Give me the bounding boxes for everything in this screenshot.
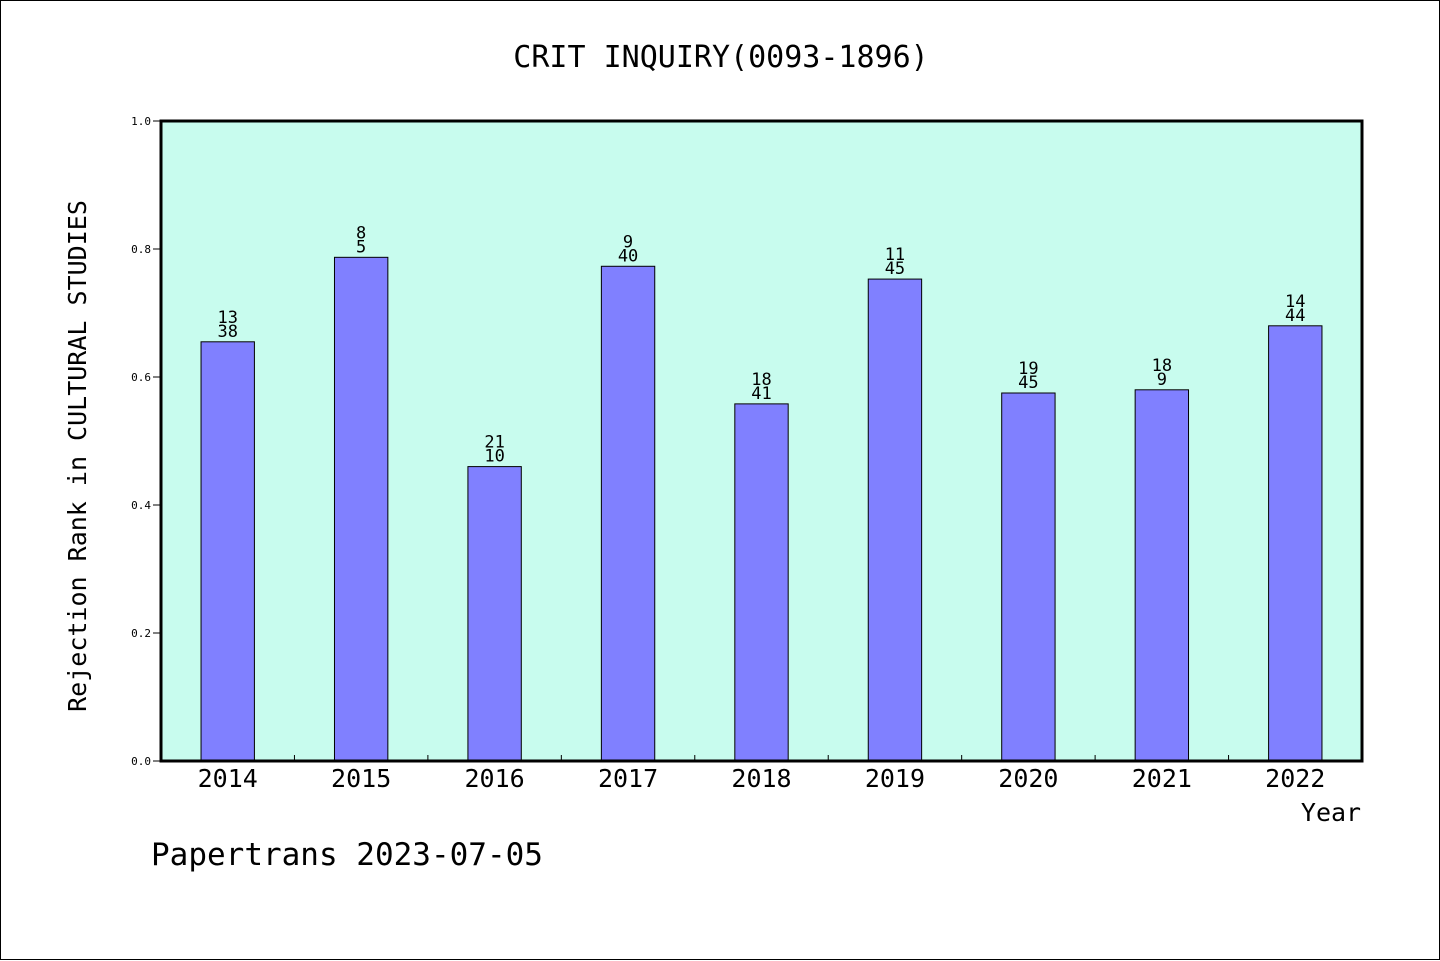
bar-2022 — [1268, 325, 1323, 762]
x-tick-label-2019: 2019 — [865, 764, 925, 793]
x-tick-label-2020: 2020 — [998, 764, 1058, 793]
bar-label-bottom-2016: 10 — [484, 447, 504, 467]
bar-2016 — [467, 466, 522, 762]
x-tick-label-2022: 2022 — [1265, 764, 1325, 793]
bar-label-bottom-2014: 38 — [217, 322, 237, 342]
x-tick-label-2021: 2021 — [1132, 764, 1192, 793]
plot-border — [159, 119, 1364, 763]
y-tick-label: 0.2 — [131, 627, 151, 640]
bar-2015 — [333, 256, 389, 762]
bar-label-bottom-2022: 44 — [1285, 306, 1305, 326]
bar-2020 — [1001, 392, 1056, 762]
bar-2019 — [867, 278, 923, 762]
bar-label-top-2020: 19 — [1018, 359, 1038, 379]
y-tick-label: 1.0 — [131, 115, 151, 128]
x-tick-label-2018: 2018 — [731, 764, 791, 793]
x-axis-label: Year — [1301, 798, 1361, 827]
x-axis-ticks: 2014 2015 2016 2017 2018 2019 2020 2021 2022 — [198, 755, 1325, 793]
bar-label-top-2014: 13 — [217, 308, 237, 328]
bar-label-bottom-2021: 9 — [1157, 370, 1167, 390]
y-tick-label: 0.0 — [131, 755, 151, 768]
bar-2021 — [1134, 389, 1190, 762]
bar-label-bottom-2020: 45 — [1018, 373, 1038, 393]
bar-label-bottom-2017: 40 — [618, 246, 638, 266]
bar-label-bottom-2019: 45 — [885, 259, 905, 279]
bar-label-top-2021: 18 — [1152, 356, 1172, 376]
y-tick-label: 0.8 — [131, 243, 151, 256]
bar-2018 — [734, 403, 789, 762]
bar-label-top-2018: 18 — [751, 370, 771, 390]
x-tick-label-2017: 2017 — [598, 764, 658, 793]
y-tick-label: 0.6 — [131, 371, 151, 384]
x-tick-label-2016: 2016 — [465, 764, 525, 793]
bar-label-top-2019: 11 — [885, 245, 905, 265]
bar-label-top-2022: 14 — [1285, 292, 1305, 312]
bar-label-bottom-2015: 5 — [356, 237, 366, 257]
bar-2017 — [600, 265, 656, 762]
chart-title: CRIT INQUIRY(0093-1896) — [513, 40, 928, 75]
y-axis-ticks: 0.0 0.2 0.4 0.6 0.8 1.0 — [131, 115, 161, 768]
y-axis-label: Rejection Rank in CULTURAL STUDIES — [63, 200, 92, 712]
bar-label-bottom-2018: 41 — [751, 384, 771, 404]
bar-label-top-2017: 9 — [623, 232, 633, 252]
x-tick-label-2015: 2015 — [331, 764, 391, 793]
bar-label-top-2015: 8 — [356, 223, 366, 243]
bar-label-top-2016: 21 — [484, 433, 504, 453]
footer-text: Papertrans 2023-07-05 — [151, 837, 543, 873]
x-tick-label-2014: 2014 — [198, 764, 258, 793]
bar-2014 — [200, 341, 255, 762]
y-tick-label: 0.4 — [131, 499, 151, 512]
